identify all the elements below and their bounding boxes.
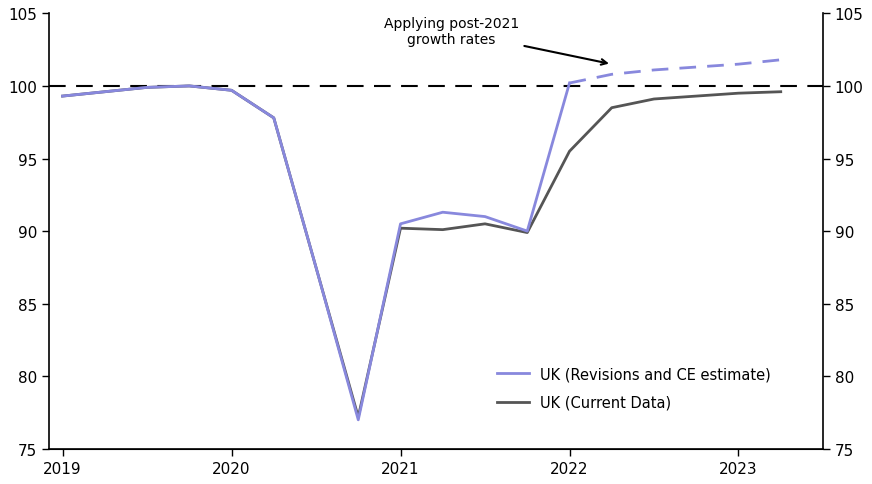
Text: Applying post-2021
growth rates: Applying post-2021 growth rates bbox=[384, 16, 607, 65]
Legend: UK (Revisions and CE estimate), UK (Current Data): UK (Revisions and CE estimate), UK (Curr… bbox=[491, 361, 777, 416]
